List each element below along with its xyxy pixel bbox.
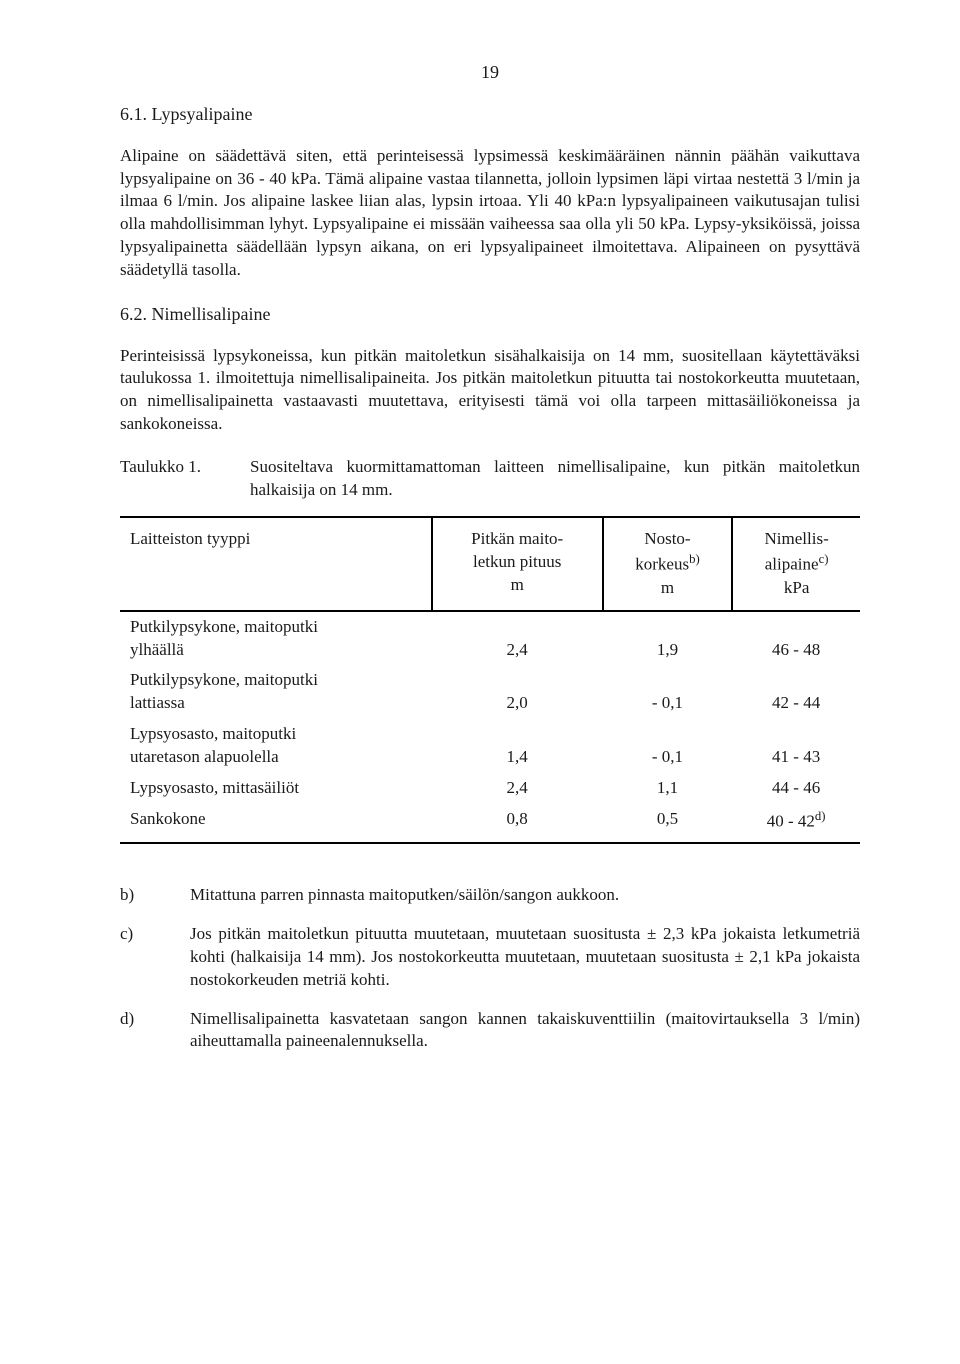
table-header-row: Laitteiston tyyppi Pitkän maito- letkun … — [120, 517, 860, 610]
table-cell-label-l1: Sankokone — [130, 809, 206, 828]
table-caption-text: Suositeltava kuormittamattoman laitteen … — [250, 456, 860, 502]
table-header-col3-sup: b) — [689, 552, 700, 566]
footnote-mark: d) — [120, 1008, 190, 1054]
table-cell-label-l2: utaretason alapuolella — [130, 747, 279, 766]
document-page: 19 6.1. Lypsyalipaine Alipaine on säädet… — [0, 0, 960, 1364]
section-6-1-paragraph: Alipaine on säädettävä siten, että perin… — [120, 145, 860, 283]
section-6-2-title: 6.2. Nimellisalipaine — [120, 302, 860, 326]
table-cell-c4: 41 - 43 — [732, 719, 860, 773]
table-header-col4-l3: kPa — [784, 578, 810, 597]
table-cell-label-l1: Putkilypsykone, maitoputki — [130, 617, 318, 636]
table-cell-c4: 42 - 44 — [732, 665, 860, 719]
table-header-col3-l2: korkeus — [635, 555, 689, 574]
table-cell-label-l2: ylhäällä — [130, 640, 184, 659]
table-cell-label-l2: lattiassa — [130, 693, 185, 712]
footnote-c: c) Jos pitkän maitoletkun pituutta muute… — [120, 923, 860, 992]
table-cell-c2-val: 2,4 — [507, 640, 528, 659]
footnote-text: Mitattuna parren pinnasta maitoputken/sä… — [190, 884, 860, 907]
footnote-mark: c) — [120, 923, 190, 992]
table-cell-label-l1: Lypsyosasto, mittasäiliöt — [130, 778, 299, 797]
table-row: Lypsyosasto, maitoputki utaretason alapu… — [120, 719, 860, 773]
section-6-2-paragraph: Perinteisissä lypsykoneissa, kun pitkän … — [120, 345, 860, 437]
table-cell-c3: 1,9 — [603, 611, 733, 666]
table-cell-c4: 40 - 42d) — [732, 804, 860, 843]
table-header-col1-text: Laitteiston tyyppi — [130, 529, 250, 548]
table-cell-c2: 0,8 — [432, 804, 603, 843]
table-cell-label: Putkilypsykone, maitoputki ylhäällä — [120, 611, 432, 666]
table-row: Sankokone 0,8 0,5 40 - 42d) — [120, 804, 860, 843]
table-caption: Taulukko 1. Suositeltava kuormittamattom… — [120, 456, 860, 502]
table-header-col2: Pitkän maito- letkun pituus m — [432, 517, 603, 610]
table-row: Lypsyosasto, mittasäiliöt 2,4 1,1 44 - 4… — [120, 773, 860, 804]
table-row: Putkilypsykone, maitoputki ylhäällä 2,4 … — [120, 611, 860, 666]
footnote-d: d) Nimellisalipainetta kasvatetaan sango… — [120, 1008, 860, 1054]
table-cell-c4-sup: d) — [815, 809, 826, 823]
table-cell-c3-val: - 0,1 — [652, 747, 683, 766]
footnote-text: Nimellisalipainetta kasvatetaan sangon k… — [190, 1008, 860, 1054]
table-cell-label-l1: Lypsyosasto, maitoputki — [130, 724, 296, 743]
table-header-col2-l2: letkun pituus — [473, 552, 561, 571]
table-cell-c4-val: 42 - 44 — [772, 693, 820, 712]
table-cell-c2: 1,4 — [432, 719, 603, 773]
table-cell-c3: - 0,1 — [603, 719, 733, 773]
table-cell-c3: 1,1 — [603, 773, 733, 804]
table-caption-label: Taulukko 1. — [120, 456, 250, 502]
table-cell-c3-val: 1,9 — [657, 640, 678, 659]
page-number: 19 — [120, 60, 860, 84]
table-cell-label: Lypsyosasto, maitoputki utaretason alapu… — [120, 719, 432, 773]
footnotes: b) Mitattuna parren pinnasta maitoputken… — [120, 884, 860, 1054]
table-cell-label: Putkilypsykone, maitoputki lattiassa — [120, 665, 432, 719]
table-cell-c4-val: 41 - 43 — [772, 747, 820, 766]
table-cell-c4-val: 46 - 48 — [772, 640, 820, 659]
table-cell-label: Lypsyosasto, mittasäiliöt — [120, 773, 432, 804]
section-6-1-title: 6.1. Lypsyalipaine — [120, 102, 860, 126]
table-cell-c2-val: 2,0 — [507, 693, 528, 712]
table-cell-c4-val: 40 - 42 — [767, 812, 815, 831]
footnote-mark: b) — [120, 884, 190, 907]
table-cell-label-l1: Putkilypsykone, maitoputki — [130, 670, 318, 689]
table-cell-label: Sankokone — [120, 804, 432, 843]
table-cell-c4: 44 - 46 — [732, 773, 860, 804]
table-header-col4-sup: c) — [819, 552, 829, 566]
table-cell-c2: 2,0 — [432, 665, 603, 719]
table-cell-c2-val: 1,4 — [507, 747, 528, 766]
nimellisalipaine-table: Laitteiston tyyppi Pitkän maito- letkun … — [120, 516, 860, 844]
table-header-col2-l3: m — [511, 575, 524, 594]
table-cell-c2: 2,4 — [432, 773, 603, 804]
table-cell-c2: 2,4 — [432, 611, 603, 666]
table-row: Putkilypsykone, maitoputki lattiassa 2,0… — [120, 665, 860, 719]
table-header-col3-l1: Nosto- — [644, 529, 690, 548]
table-cell-c3-val: - 0,1 — [652, 693, 683, 712]
table-header-col3-l3: m — [661, 578, 674, 597]
table-header-col4-l1: Nimellis- — [765, 529, 829, 548]
table-cell-c3: - 0,1 — [603, 665, 733, 719]
footnote-b: b) Mitattuna parren pinnasta maitoputken… — [120, 884, 860, 907]
table-cell-c3: 0,5 — [603, 804, 733, 843]
table-header-col4-l2: alipaine — [765, 555, 819, 574]
table-cell-c4: 46 - 48 — [732, 611, 860, 666]
table-header-col1: Laitteiston tyyppi — [120, 517, 432, 610]
table-header-col3: Nosto- korkeusb) m — [603, 517, 733, 610]
footnote-text: Jos pitkän maitoletkun pituutta muutetaa… — [190, 923, 860, 992]
table-header-col2-l1: Pitkän maito- — [471, 529, 563, 548]
table-header-col4: Nimellis- alipainec) kPa — [732, 517, 860, 610]
